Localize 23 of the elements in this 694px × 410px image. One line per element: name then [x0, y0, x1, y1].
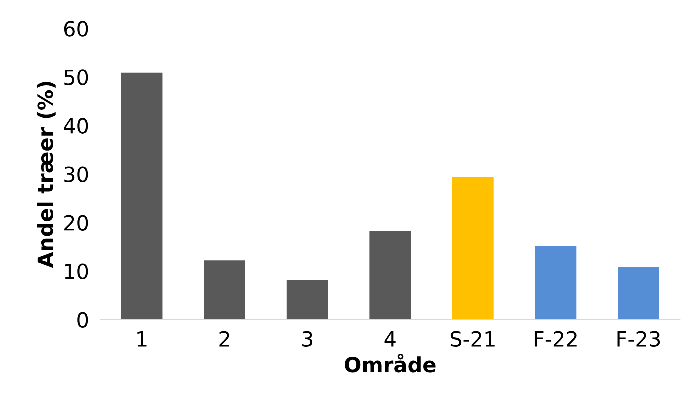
y-axis-title: Andel træer (%)	[37, 82, 56, 268]
x-tick-label: F-22	[534, 331, 577, 347]
bar	[535, 246, 577, 320]
y-tick-label: 10	[65, 264, 88, 280]
bar	[204, 260, 246, 320]
bar	[370, 232, 412, 320]
x-tick-label: S-21	[450, 331, 495, 348]
bar	[121, 72, 163, 320]
x-tick-label: 1	[138, 332, 147, 347]
bar	[452, 177, 494, 320]
x-axis-title: Område	[345, 354, 436, 373]
bar	[286, 280, 328, 320]
x-tick-label: 3	[302, 331, 313, 348]
y-tick-label: 40	[64, 118, 88, 134]
y-tick-label: 0	[78, 312, 88, 328]
x-tick-label: F-23	[618, 331, 660, 348]
y-tick-label: 20	[64, 215, 88, 231]
x-tick-label: 2	[220, 331, 230, 347]
y-tick-label: 50	[64, 70, 88, 86]
bar	[618, 267, 660, 320]
x-tick-label: 4	[384, 332, 396, 347]
y-tick-label: 30	[64, 166, 88, 182]
y-tick-label: 60	[64, 21, 88, 37]
